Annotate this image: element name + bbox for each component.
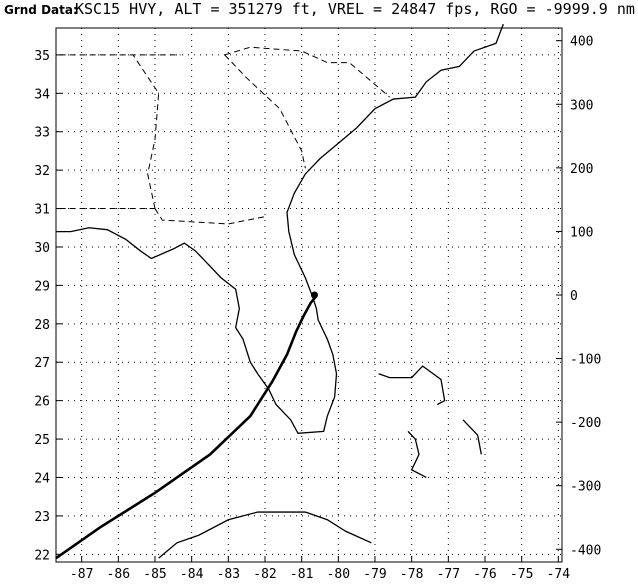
lat-tick-label: 34 [34,87,50,102]
lon-tick-label: -80 [327,567,350,582]
range-axis: 400 300 200 100 0 -100 -200 -300 -400 [556,35,601,558]
lon-tick-label: -81 [290,567,313,582]
ground-data-header: Grnd Data: KSC15 HVY, ALT = 351279 ft, V… [0,0,638,24]
lat-tick-label: 35 [34,49,50,64]
lon-tick-label: -87 [70,567,93,582]
latitude-axis: 35 34 33 32 31 30 29 28 27 26 25 24 23 22 [34,49,62,563]
lat-tick-label: 27 [34,356,50,371]
lon-tick-label: -85 [143,567,166,582]
range-tick-label: 300 [570,98,593,113]
range-tick-label: -100 [570,353,601,368]
lon-tick-label: -76 [473,567,496,582]
lat-tick-label: 29 [34,279,50,294]
lat-tick-label: 23 [34,510,50,525]
range-tick-label: 100 [570,225,593,240]
lon-tick-label: -74 [547,567,571,582]
lat-tick-label: 31 [34,203,50,218]
lat-tick-label: 32 [34,164,50,179]
coastline-segment [462,419,482,455]
lat-tick-label: 30 [34,241,50,256]
coastline-segment [56,23,504,434]
lat-tick-label: 26 [34,395,50,410]
longitude-axis: -87 -86 -85 -84 -83 -82 -81 -80 -79 -78 -77 -76 -75-… [70,556,570,582]
state-border-segment [154,208,267,225]
lon-tick-label: -78 [400,567,423,582]
lat-tick-label: 24 [34,471,50,486]
lat-tick-label: 33 [34,126,50,141]
ground-data-readout: KSC15 HVY, ALT = 351279 ft, VREL = 24847… [75,0,635,18]
ground-data-label: Grnd Data: [4,3,78,17]
lat-tick-label: 28 [34,318,50,333]
lat-tick-label: 25 [34,433,50,448]
range-tick-label: 400 [570,35,593,50]
lon-tick-label: -86 [107,567,130,582]
lon-tick-label: -84 [180,567,204,582]
lat-tick-label: 22 [34,548,50,563]
map-frame [55,27,563,563]
lon-tick-label: -75 [510,567,533,582]
grid-lines [56,28,562,562]
range-tick-label: -200 [570,416,601,431]
lon-tick-label: -82 [253,567,276,582]
coastline-segment [378,365,446,406]
state-border-segment [224,46,390,98]
trajectory-path [55,296,317,560]
lon-tick-label: -83 [217,567,240,582]
state-borders [59,46,390,225]
coastline-segment [407,430,427,479]
coastline-segment [158,511,372,559]
lon-tick-label: -77 [437,567,460,582]
range-tick-label: -300 [570,480,601,495]
state-border-segment [132,54,160,209]
range-tick-label: -400 [570,543,601,558]
launch-site-marker [311,291,318,299]
range-tick-label: 0 [570,289,578,304]
coastlines [56,23,504,559]
lon-tick-label: -79 [363,567,386,582]
state-border-segment [224,54,306,169]
range-tick-label: 200 [570,162,593,177]
